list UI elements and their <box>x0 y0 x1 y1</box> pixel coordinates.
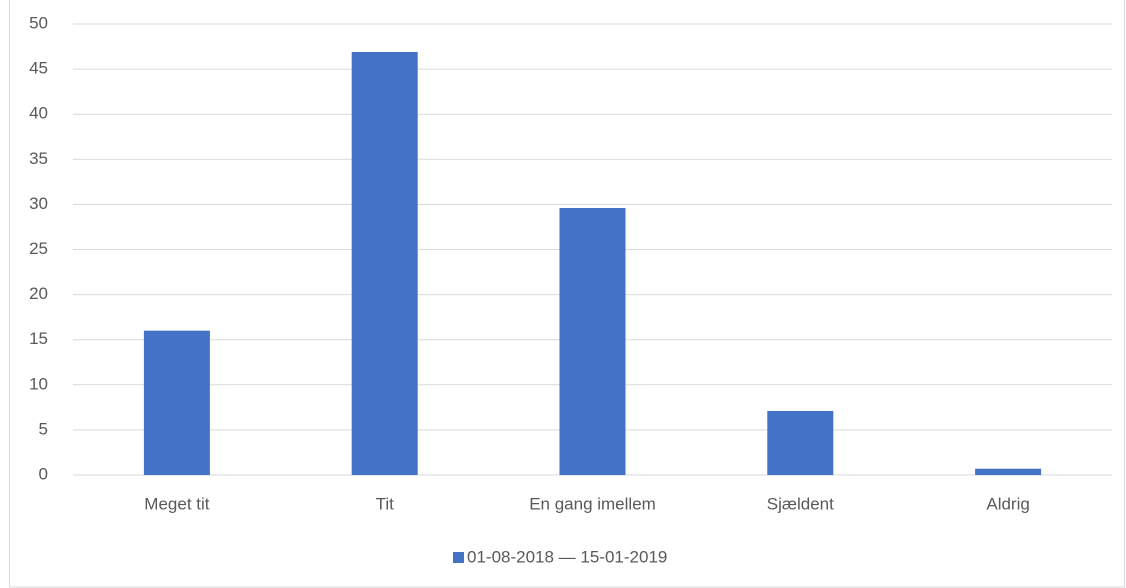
y-tick-label: 10 <box>29 374 48 393</box>
x-tick-label: Tit <box>376 494 395 513</box>
y-tick-label: 20 <box>29 284 48 303</box>
y-tick-label: 35 <box>29 149 48 168</box>
y-tick-label: 5 <box>39 419 48 438</box>
bar <box>767 410 834 475</box>
bar <box>559 208 626 475</box>
y-tick-label: 50 <box>29 13 48 32</box>
legend-swatch <box>453 552 464 563</box>
y-tick-label: 30 <box>29 194 48 213</box>
x-tick-label: Sjældent <box>767 494 834 513</box>
x-tick-label: Aldrig <box>986 494 1029 513</box>
bar <box>351 51 418 475</box>
y-tick-label: 45 <box>29 59 48 78</box>
y-tick-label: 15 <box>29 329 48 348</box>
y-tick-label: 0 <box>39 464 48 483</box>
bar <box>143 330 210 475</box>
x-tick-label: Meget tit <box>144 494 209 513</box>
y-tick-label: 25 <box>29 239 48 258</box>
y-tick-label: 40 <box>29 104 48 123</box>
bar <box>975 468 1042 475</box>
x-tick-label: En gang imellem <box>529 494 656 513</box>
legend-label: 01-08-2018 — 15-01-2019 <box>467 547 667 566</box>
